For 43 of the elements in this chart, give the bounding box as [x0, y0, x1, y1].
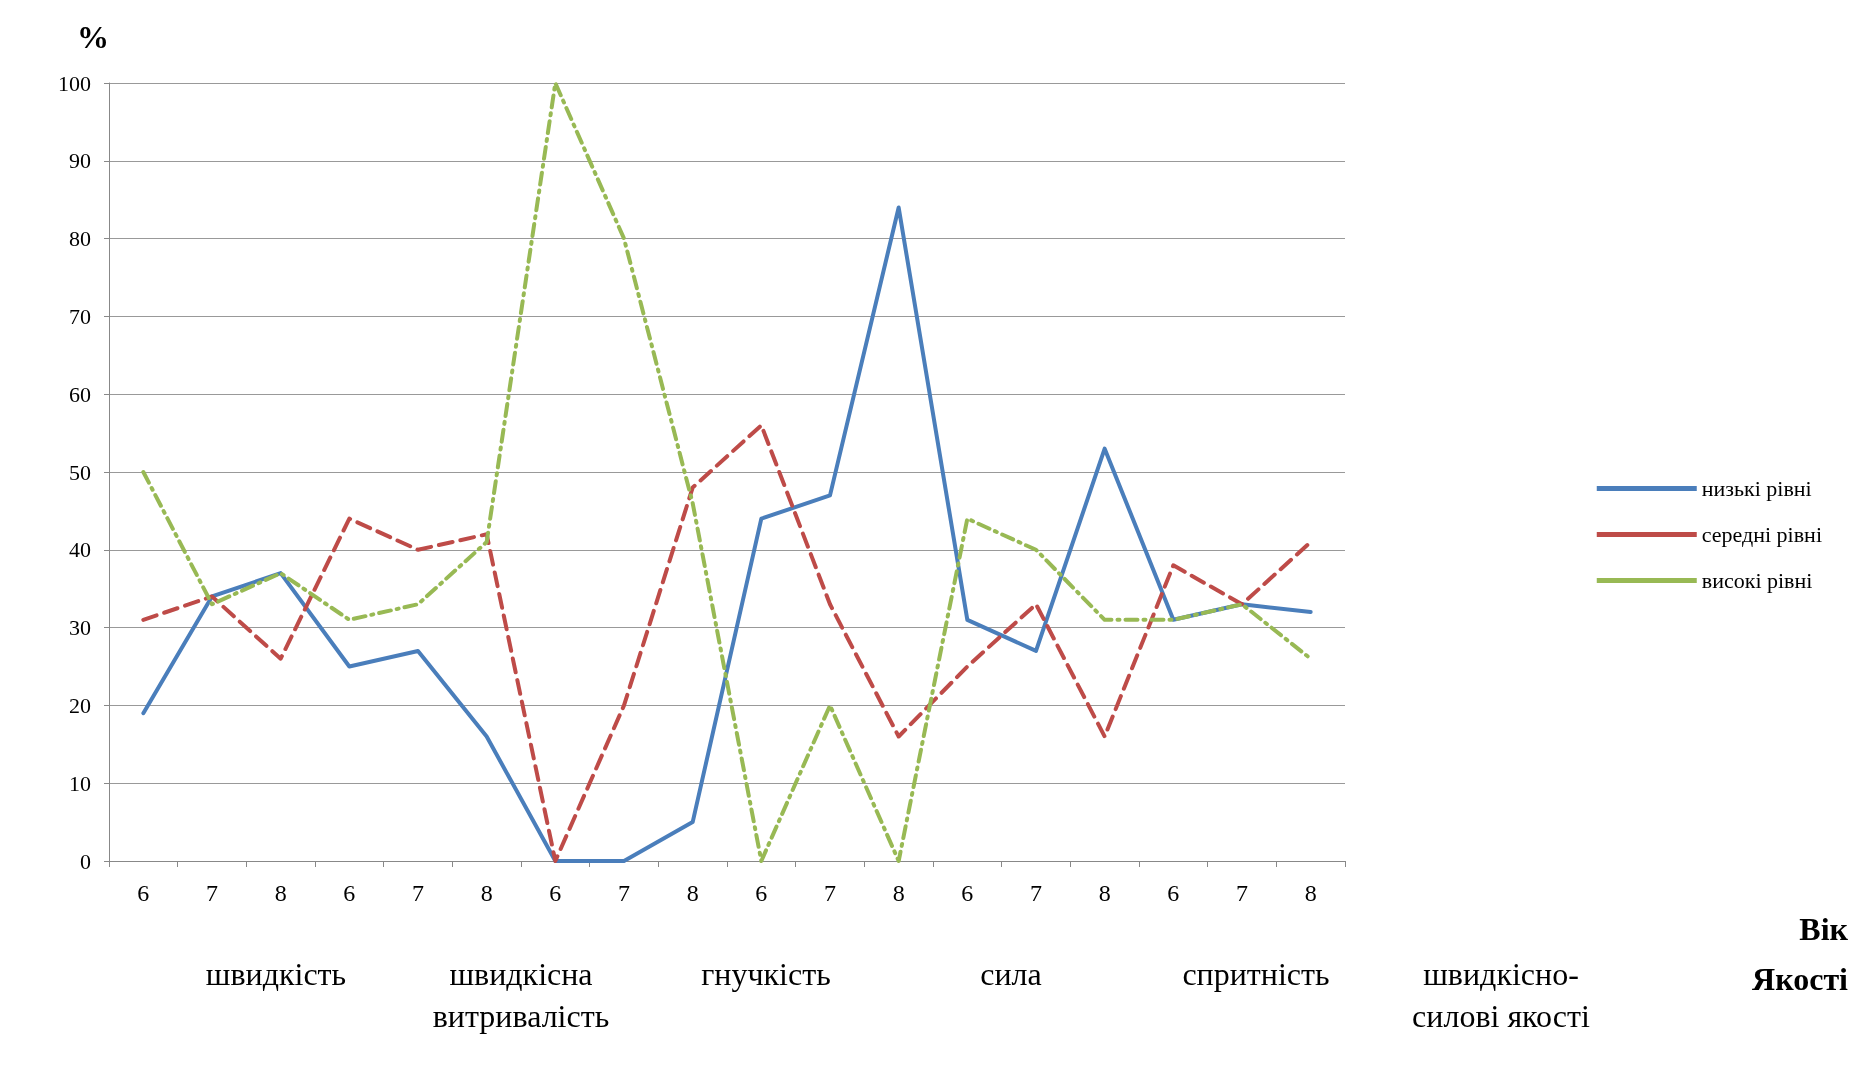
y-tick-label: 60 — [69, 381, 91, 407]
legend-label: високі рівні — [1701, 568, 1813, 593]
text: швидкісно- силові якості — [1412, 956, 1591, 1034]
y-tick-label: 10 — [69, 770, 91, 796]
x-tick-label: 6 — [961, 880, 974, 906]
y-tick-label: 100 — [58, 70, 91, 96]
text: спритність — [1182, 956, 1330, 992]
line-series — [141, 205, 1313, 863]
x-tick-label: 7 — [1030, 880, 1042, 906]
y-tick-label: 30 — [69, 615, 91, 641]
legend-label: середні рівні — [1701, 522, 1823, 547]
y-tick-label: 0 — [80, 848, 91, 874]
x-tick-label: 6 — [755, 880, 768, 906]
x-tick-label: 8 — [480, 880, 493, 906]
x-tick-label: 6 — [549, 880, 562, 906]
x-tick-label: 8 — [892, 880, 905, 906]
x-tick-label: 8 — [1098, 880, 1111, 906]
x-tick-label: 8 — [686, 880, 699, 906]
y-tick-label: 50 — [69, 459, 91, 485]
y-axis-title: % — [77, 19, 109, 55]
x-tick-label: 7 — [206, 880, 218, 906]
x-tick-label: 7 — [412, 880, 424, 906]
legend-label: низькі рівні — [1701, 476, 1812, 501]
line-series — [141, 81, 1313, 863]
y-tick-label: 20 — [69, 692, 91, 718]
x-tick-label: 8 — [1304, 880, 1317, 906]
text: швидкісна витривалість — [432, 956, 610, 1034]
x-tick-label: 7 — [618, 880, 630, 906]
text: швидкість — [205, 956, 347, 992]
y-tick-label: 40 — [69, 537, 91, 563]
text: Вік — [1799, 911, 1849, 947]
text: гнучкість — [701, 956, 831, 992]
x-tick-label: 6 — [137, 880, 150, 906]
y-tick-label: 70 — [69, 303, 91, 329]
y-tick-label: 80 — [69, 226, 91, 252]
text: Якості — [1752, 961, 1849, 997]
x-tick-label: 6 — [1167, 880, 1180, 906]
text: сила — [980, 956, 1042, 992]
x-tick-label: 8 — [274, 880, 287, 906]
y-tick-label: 90 — [69, 148, 91, 174]
x-tick-label: 6 — [343, 880, 356, 906]
x-tick-label: 7 — [1236, 880, 1248, 906]
x-tick-label: 7 — [824, 880, 836, 906]
